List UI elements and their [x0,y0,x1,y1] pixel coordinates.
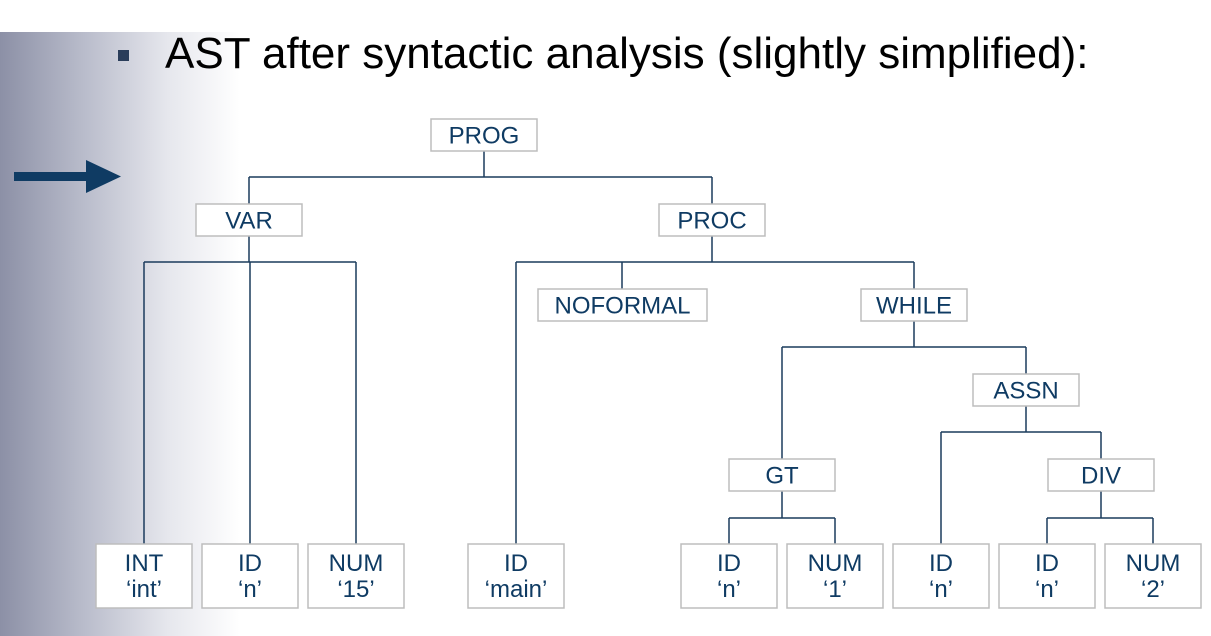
node-box [998,543,1096,609]
node-label: ID [504,550,528,577]
node-box [195,203,303,237]
node-label: NOFORMAL [554,293,690,320]
tree-node-id_n3: ID‘n’ [892,543,990,609]
node-label: PROG [449,123,520,150]
node-box [467,543,565,609]
node-box [1104,543,1202,609]
slide-side-gradient [0,32,240,636]
tree-node-gt: GT [728,458,836,492]
node-label: NUM [808,550,863,577]
tree-node-id_n4: ID‘n’ [998,543,1096,609]
node-value: ‘n’ [717,576,741,603]
node-box [430,118,538,152]
tree-edges [143,151,1154,544]
tree-node-num2: NUM‘2’ [1104,543,1202,609]
tree-node-div: DIV [1047,458,1155,492]
node-box [307,543,405,609]
node-label: ID [238,550,262,577]
tree-node-int: INT‘int’ [95,543,193,609]
node-label: DIV [1081,463,1121,490]
node-value: ‘n’ [1035,576,1059,603]
node-label: ASSN [993,378,1058,405]
heading-text: AST after syntactic analysis (slightly s… [165,29,1089,78]
node-box [728,458,836,492]
node-label: INT [125,550,164,577]
node-label: NUM [1126,550,1181,577]
node-box [680,543,778,609]
node-value: ‘n’ [929,576,953,603]
node-label: ID [929,550,953,577]
node-value: ‘n’ [238,576,262,603]
tree-node-noformal: NOFORMAL [537,288,708,322]
tree-node-id_main: ID‘main’ [467,543,565,609]
slide-heading: AST after syntactic analysis (slightly s… [118,28,1088,80]
node-label: VAR [225,208,273,235]
tree-node-id_n1: ID‘n’ [201,543,299,609]
square-bullet-icon [118,49,129,61]
tree-node-var: VAR [195,203,303,237]
node-value: ‘1’ [823,576,847,603]
tree-node-id_n2: ID‘n’ [680,543,778,609]
node-label: WHILE [876,293,952,320]
tree-node-num1: NUM‘1’ [786,543,884,609]
node-box [860,288,968,322]
tree-node-assn: ASSN [972,373,1080,407]
node-box [537,288,708,322]
tree-node-proc: PROC [658,203,766,237]
node-box [1047,458,1155,492]
node-box [892,543,990,609]
node-value: ‘main’ [485,576,548,603]
node-box [658,203,766,237]
node-label: ID [717,550,741,577]
tree-node-while: WHILE [860,288,968,322]
tree-node-num15: NUM‘15’ [307,543,405,609]
node-value: ‘2’ [1141,576,1165,603]
tree-node-prog: PROG [430,118,538,152]
node-label: ID [1035,550,1059,577]
node-label: GT [765,463,799,490]
right-arrow-icon [14,160,121,193]
node-label: PROC [677,208,746,235]
node-value: ‘15’ [337,576,374,603]
node-box [786,543,884,609]
node-box [972,373,1080,407]
node-value: ‘int’ [126,576,162,603]
node-box [201,543,299,609]
node-box [95,543,193,609]
node-label: NUM [329,550,384,577]
